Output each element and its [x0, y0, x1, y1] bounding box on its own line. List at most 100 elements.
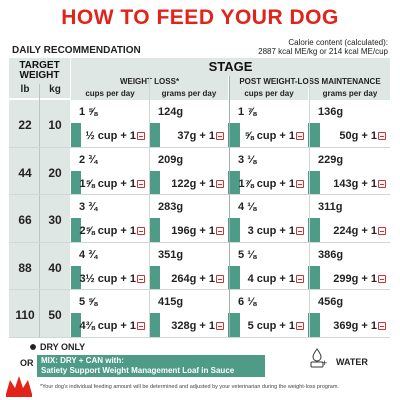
- mix-cell-bg: [81, 313, 149, 337]
- calorie-content: Calorie content (calculated): 2887 kcal …: [258, 38, 388, 56]
- mix-cell-bg: [81, 123, 149, 147]
- dry-cell: 415g: [158, 296, 184, 309]
- target-kg: 30: [48, 213, 62, 228]
- target-weight-label-1: TARGET: [19, 60, 60, 71]
- can-icon: [216, 227, 224, 236]
- row-divider: [9, 337, 390, 338]
- row-divider: [9, 146, 390, 148]
- target-kg: 10: [48, 118, 62, 132]
- dry-cell: 4 ¾: [79, 248, 98, 261]
- can-icon: [137, 132, 145, 140]
- can-icon: [378, 227, 386, 236]
- dry-cell: 124g: [158, 106, 184, 118]
- target-kg: 50: [48, 308, 62, 323]
- column-divider: [229, 76, 230, 338]
- target-lb: 66: [18, 213, 32, 228]
- can-icon: [137, 227, 145, 236]
- mix-cell: 4⅜ cup + 1: [79, 320, 145, 332]
- mix-band: [71, 313, 390, 337]
- mix-cell: 122g + 1: [171, 178, 224, 190]
- can-icon: [296, 274, 304, 283]
- water-plus-icon: +: [322, 358, 328, 368]
- daily-recommendation-label: DAILY RECOMMENDATION: [12, 45, 141, 56]
- can-icon: [216, 179, 224, 188]
- mix-cell: 3½ cup + 1: [79, 273, 145, 285]
- stage-header: STAGE: [71, 58, 390, 76]
- mix-cell-bg: [320, 123, 390, 147]
- mix-cell-bg: [81, 170, 149, 195]
- mix-cell: 50g + 1: [339, 130, 386, 142]
- mix-cell: ⅝ cup + 1: [245, 130, 304, 142]
- mix-cell-bg: [160, 123, 228, 147]
- water-label: WATER: [336, 357, 368, 367]
- target-lb: 44: [18, 165, 32, 180]
- can-icon: [296, 132, 304, 140]
- m-cups-header: cups per day: [230, 88, 308, 100]
- mix-cell-bg: [320, 265, 390, 290]
- mix-cell: 1⅝ cup + 1: [79, 178, 145, 190]
- dry-dot-icon: [30, 344, 36, 350]
- can-icon: [216, 274, 224, 283]
- dry-cell: 1 ⅝: [79, 106, 98, 118]
- target-kg: 40: [48, 260, 62, 275]
- mix-band: [71, 123, 390, 147]
- maintenance-header: POST WEIGHT-LOSS MAINTENANCE: [230, 76, 390, 88]
- mix-cell: 143g + 1: [333, 178, 386, 190]
- can-icon: [137, 322, 145, 331]
- target-lb: 110: [15, 308, 35, 323]
- can-icon: [137, 179, 145, 188]
- mix-cell-bg: [240, 265, 308, 290]
- mix-cell: 37g + 1: [177, 130, 224, 142]
- dry-cell: 4 ⅛: [238, 201, 257, 214]
- dry-cell: 351g: [158, 248, 184, 261]
- mix-cell-bg: [81, 218, 149, 242]
- mix-cell: 299g + 1: [333, 273, 386, 285]
- calorie-line-2: 2887 kcal ME/kg or 214 kcal ME/cup: [258, 47, 388, 56]
- mix-cell-bg: [240, 313, 308, 337]
- mix-cell: 2⅝ cup + 1: [79, 225, 145, 237]
- mix-line-2: Satiety Support Weight Management Loaf i…: [41, 366, 235, 375]
- dry-cell: 456g: [318, 296, 344, 309]
- or-label: OR: [20, 358, 34, 368]
- unit-lb: lb: [20, 84, 30, 95]
- unit-kg: kg: [49, 84, 61, 95]
- dry-cell: 311g: [318, 201, 343, 214]
- mix-cell-bg: [320, 170, 390, 195]
- row-divider: [9, 241, 390, 243]
- target-lb: 88: [18, 260, 32, 275]
- mix-cell-bg: [160, 313, 228, 337]
- can-icon: [378, 322, 386, 331]
- mix-cell-bg: [160, 218, 228, 242]
- mix-cell-bg: [240, 170, 308, 195]
- row-divider: [9, 289, 390, 291]
- wl-cups-header: cups per day: [71, 88, 149, 100]
- mix-cell-bg: [240, 218, 308, 242]
- mix-cell: 1⅞ cup + 1: [238, 178, 304, 190]
- tw-divider: [39, 84, 40, 338]
- target-weight-label-2: WEIGHT: [19, 70, 60, 81]
- dry-cell: 229g: [318, 153, 344, 166]
- mix-cell: 369g + 1: [333, 320, 386, 332]
- column-divider: [149, 76, 150, 338]
- dry-cell: 5 ⅛: [238, 248, 257, 261]
- mix-cell-bg: [160, 265, 228, 290]
- dry-cell: 3 ¾: [79, 201, 98, 214]
- m-grams-header: grams per day: [310, 88, 390, 100]
- mix-cell: ½ cup + 1: [86, 130, 145, 142]
- mix-cell: 3 cup + 1: [248, 225, 304, 237]
- can-icon: [216, 132, 224, 140]
- row-divider: [9, 194, 390, 196]
- target-kg: 20: [48, 165, 62, 180]
- dry-cell: 209g: [158, 153, 184, 166]
- mix-band: [71, 170, 390, 195]
- footnote: *Your dog's individual feeding amount wi…: [40, 384, 339, 390]
- mix-cell: 5 cup + 1: [248, 320, 304, 332]
- target-lb: 22: [18, 118, 32, 132]
- mix-cell: 328g + 1: [171, 320, 224, 332]
- mix-cell-bg: [320, 313, 390, 337]
- column-divider: [309, 76, 310, 338]
- mix-band: [71, 265, 390, 290]
- can-icon: [296, 322, 304, 331]
- mix-cell: 264g + 1: [171, 273, 224, 285]
- can-icon: [378, 179, 386, 188]
